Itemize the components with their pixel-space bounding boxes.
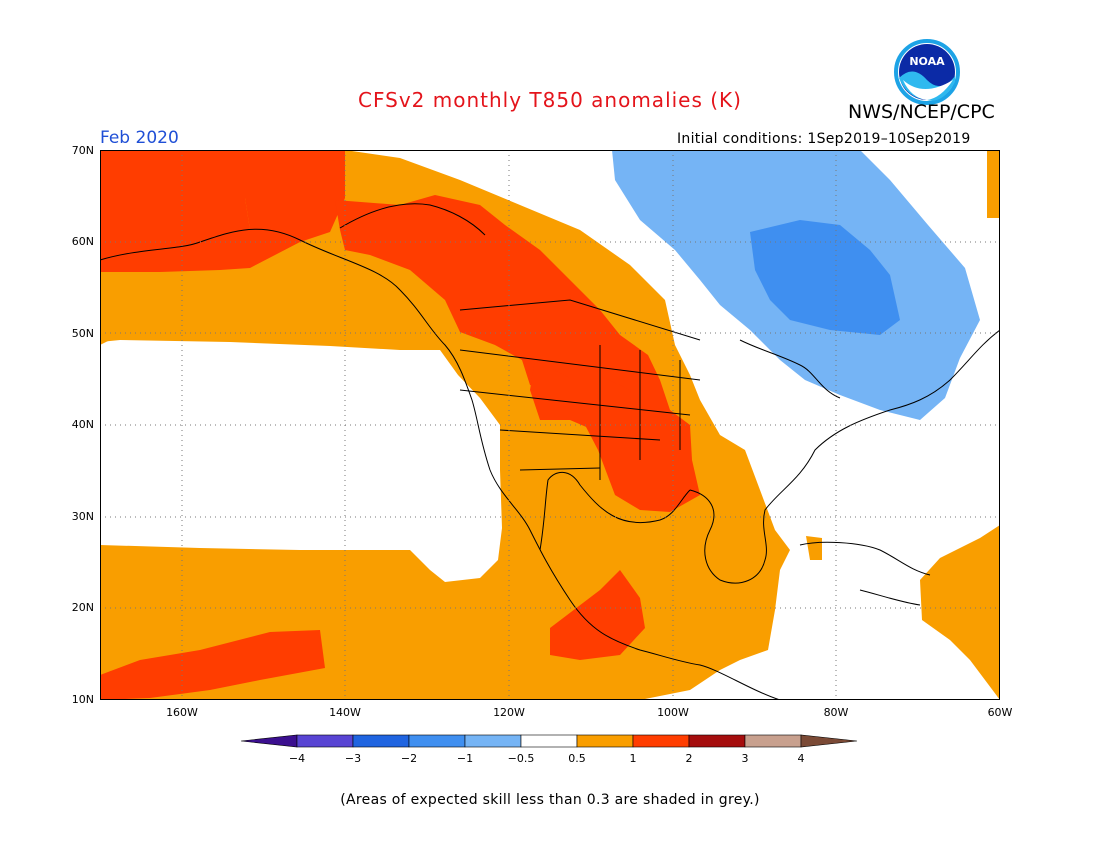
lat-label: 70N	[71, 144, 94, 157]
anomaly-region-orange	[100, 150, 1000, 700]
anomaly-region-blue	[750, 220, 900, 335]
chart-title: CFSv2 monthly T850 anomalies (K)	[358, 88, 742, 112]
noaa-logo: NOAA	[894, 39, 960, 105]
colorbar	[240, 734, 858, 748]
colorbar-swatch	[688, 734, 746, 748]
colorbar-swatch	[240, 734, 298, 748]
colorbar-swatch	[800, 734, 858, 748]
colorbar-swatch	[296, 734, 354, 748]
logo-text: NOAA	[909, 55, 945, 68]
lon-label: 120W	[493, 706, 525, 719]
agency-label: NWS/NCEP/CPC	[848, 101, 995, 123]
lon-label: 160W	[166, 706, 198, 719]
coastlines	[100, 203, 1000, 700]
grid-lines	[100, 150, 1000, 700]
colorbar-swatch	[408, 734, 466, 748]
colorbar-label: 3	[741, 752, 749, 765]
lat-label: 50N	[71, 327, 94, 340]
colorbar-swatch	[576, 734, 634, 748]
skill-note: (Areas of expected skill less than 0.3 a…	[340, 792, 760, 808]
colorbar-label: 4	[797, 752, 805, 765]
colorbar-label: −1	[456, 752, 474, 765]
colorbar-label: 2	[685, 752, 693, 765]
lat-label: 20N	[71, 601, 94, 614]
map-frame	[100, 150, 1000, 700]
lat-label: 10N	[71, 693, 94, 706]
initial-conditions: Initial conditions: 1Sep2019–10Sep2019	[677, 131, 971, 147]
colorbar-swatch	[352, 734, 410, 748]
colorbar-label: 0.5	[568, 752, 586, 765]
forecast-month: Feb 2020	[100, 128, 179, 148]
colorbar-label: −3	[344, 752, 362, 765]
lat-label: 60N	[71, 235, 94, 248]
colorbar-label: −4	[288, 752, 306, 765]
colorbar-swatch	[520, 734, 578, 748]
lon-label: 100W	[657, 706, 689, 719]
colorbar-label: 1	[629, 752, 637, 765]
lat-label: 40N	[71, 418, 94, 431]
colorbar-label: −0.5	[507, 752, 535, 765]
anomaly-map	[100, 150, 1000, 700]
lat-label: 30N	[71, 510, 94, 523]
colorbar-swatch	[632, 734, 690, 748]
lon-label: 60W	[987, 706, 1013, 719]
colorbar-label: −2	[400, 752, 418, 765]
lon-label: 140W	[329, 706, 361, 719]
anomaly-region-red	[100, 150, 700, 700]
colorbar-swatch	[744, 734, 802, 748]
lon-label: 80W	[823, 706, 849, 719]
colorbar-swatch	[464, 734, 522, 748]
